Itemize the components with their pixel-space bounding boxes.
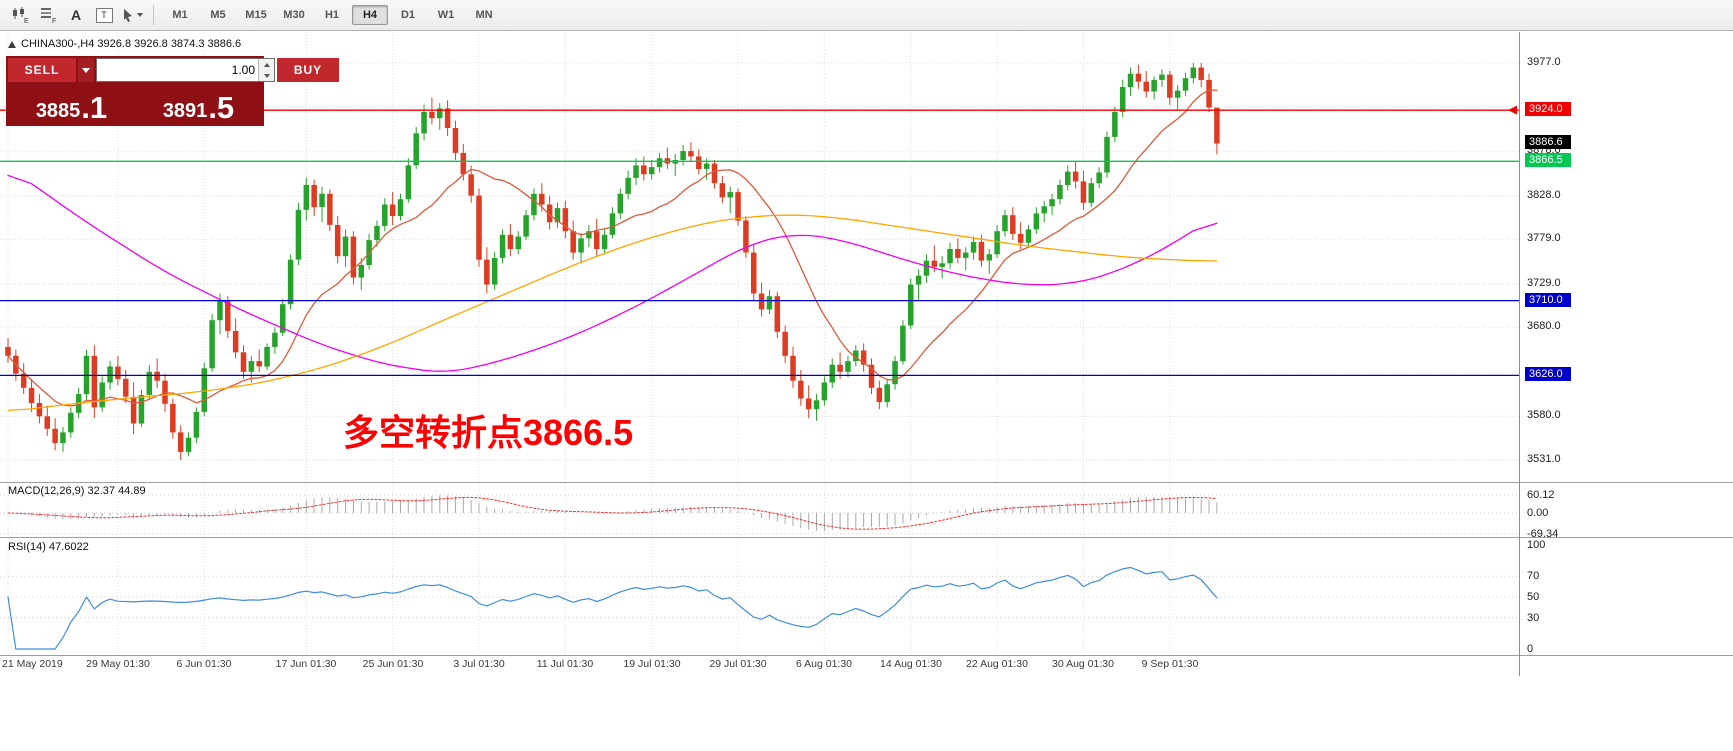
time-axis-label: 11 Jul 01:30 (536, 658, 594, 670)
symbol-header: CHINA300-,H4 3926.8 3926.8 3874.3 3886.6 (8, 38, 241, 50)
macd-label: MACD(12,26,9) 32.37 44.89 (8, 485, 146, 497)
candlestick-glyph: E (13, 7, 29, 24)
price-line-tag: 3626.0 (1525, 367, 1571, 381)
timeframe-d1[interactable]: D1 (400, 9, 416, 21)
rsi-value: 47.6022 (48, 541, 89, 553)
price-line-tag: 3924.0 (1525, 102, 1571, 116)
timeframe-h1[interactable]: H1 (324, 9, 340, 21)
price-axis-label: 3680.0 (1527, 320, 1561, 332)
buy-price-display[interactable]: 3891 .5 (135, 82, 262, 124)
letter-a-glyph: A (70, 7, 82, 23)
time-axis[interactable]: 21 May 2019 29 May 01:30 6 Jun 01:30 17 Jun… (0, 658, 1519, 676)
rsi-axis-label: 70 (1527, 570, 1540, 582)
svg-text:E: E (24, 18, 29, 24)
list-glyph: F (41, 8, 56, 24)
timeframe-mn[interactable]: MN (475, 9, 493, 21)
price-axis[interactable]: 3977.0 3878.0 3828.0 3779.0 3729.0 3680.0 3580… (1519, 32, 1733, 676)
time-axis-label: 29 Jul 01:30 (709, 658, 767, 670)
time-axis-label: 19 Jul 01:30 (623, 658, 681, 670)
panel-separator (0, 655, 1733, 656)
indicators-list-icon[interactable]: F (35, 4, 61, 26)
rsi-axis-label: 100 (1527, 539, 1546, 551)
price-line-tag: 3866.5 (1525, 153, 1571, 167)
rsi-axis-label: 0 (1527, 643, 1534, 655)
one-click-trade-panel: SELL BUY 3885 .1 3891 .5 (6, 56, 339, 126)
time-axis-label: 17 Jun 01:30 (275, 658, 337, 670)
price-axis-label: 3779.0 (1527, 232, 1561, 244)
volume-stepper (258, 59, 274, 81)
time-axis-label: 22 Aug 01:30 (966, 658, 1028, 670)
toolbar: E F A T M1 M5 M15 M30 H1 H4 D1 W1 MN (0, 0, 1733, 31)
textbox-tool-icon[interactable]: T (91, 4, 117, 26)
time-axis-label: 25 Jun 01:30 (362, 658, 424, 670)
timeframe-h4[interactable]: H4 (352, 5, 388, 25)
macd-axis-label: 0.00 (1527, 507, 1549, 519)
rsi-axis-label: 30 (1527, 612, 1540, 624)
candlestick-chart[interactable] (0, 32, 1519, 482)
timeframe-m5[interactable]: M5 (210, 9, 226, 21)
sell-price-display[interactable]: 3885 .1 (8, 82, 135, 124)
rsi-name: RSI(14) (8, 541, 46, 553)
price-axis-label: 3977.0 (1527, 56, 1561, 68)
macd-name: MACD(12,26,9) (8, 485, 85, 497)
dropdown-caret-icon (82, 67, 90, 73)
up-arrow-icon (263, 62, 270, 67)
pointer-tool-icon[interactable] (119, 4, 145, 26)
toolbar-separator (153, 5, 154, 25)
panel-separator (0, 482, 1733, 483)
price-axis-label: 3729.0 (1527, 277, 1561, 289)
buy-button[interactable]: BUY (277, 58, 339, 82)
chart-area: CHINA300-,H4 3926.8 3926.8 3874.3 3886.6… (0, 32, 1519, 482)
svg-text:F: F (52, 18, 56, 24)
chart-annotation-text[interactable]: 多空转折点3866.5 (343, 412, 634, 453)
time-axis-label: 14 Aug 01:30 (880, 658, 942, 670)
sell-price-frac: .1 (81, 89, 108, 125)
pointer-glyph (124, 9, 132, 22)
panel-separator (0, 537, 1733, 538)
timeframe-m30[interactable]: M30 (283, 9, 305, 21)
time-axis-label: 6 Jun 01:30 (176, 658, 232, 670)
price-axis-label: 3580.0 (1527, 409, 1561, 421)
timeframe-m1[interactable]: M1 (172, 9, 188, 21)
rsi-axis-label: 50 (1527, 591, 1540, 603)
down-arrow-icon (263, 73, 270, 78)
timeframe-m15[interactable]: M15 (245, 9, 267, 21)
volume-increase-button[interactable] (259, 59, 274, 70)
time-axis-label: 9 Sep 01:30 (1141, 658, 1199, 670)
chart-type-icon[interactable]: E (7, 4, 33, 26)
order-options-dropdown[interactable] (78, 58, 94, 82)
price-axis-label: 3531.0 (1527, 453, 1561, 465)
macd-axis-label: -69.34 (1527, 528, 1559, 540)
volume-decrease-button[interactable] (259, 70, 274, 81)
sell-button[interactable]: SELL (8, 58, 76, 82)
time-axis-label: 21 May 2019 (2, 658, 63, 670)
volume-input[interactable] (97, 59, 258, 81)
price-line-tag: 3710.0 (1525, 293, 1571, 307)
rsi-indicator-chart[interactable] (0, 538, 1519, 654)
macd-axis-label: 60.12 (1527, 489, 1555, 501)
time-axis-label: 3 Jul 01:30 (453, 658, 505, 670)
price-line-tag: 3886.6 (1525, 135, 1571, 149)
price-axis-label: 3828.0 (1527, 189, 1561, 201)
dropdown-caret-icon (137, 13, 143, 17)
time-axis-label: 30 Aug 01:30 (1052, 658, 1114, 670)
time-axis-label: 29 May 01:30 (86, 658, 150, 670)
buy-price-main: 3891 (162, 100, 208, 122)
volume-field-wrap (96, 58, 275, 82)
macd-indicator-chart[interactable] (0, 483, 1519, 536)
time-axis-label: 6 Aug 01:30 (795, 658, 853, 670)
timeframe-w1[interactable]: W1 (437, 9, 455, 21)
chart-symbol-icon (8, 40, 16, 48)
macd-values: 32.37 44.89 (87, 485, 146, 497)
symbol-ohlc-text: CHINA300-,H4 3926.8 3926.8 3874.3 3886.6 (21, 38, 242, 50)
rsi-label: RSI(14) 47.6022 (8, 541, 89, 553)
text-tool-icon[interactable]: A (63, 4, 89, 26)
sell-price-main: 3885 (35, 100, 81, 122)
textbox-glyph: T (95, 7, 113, 23)
buy-price-frac: .5 (208, 89, 235, 125)
